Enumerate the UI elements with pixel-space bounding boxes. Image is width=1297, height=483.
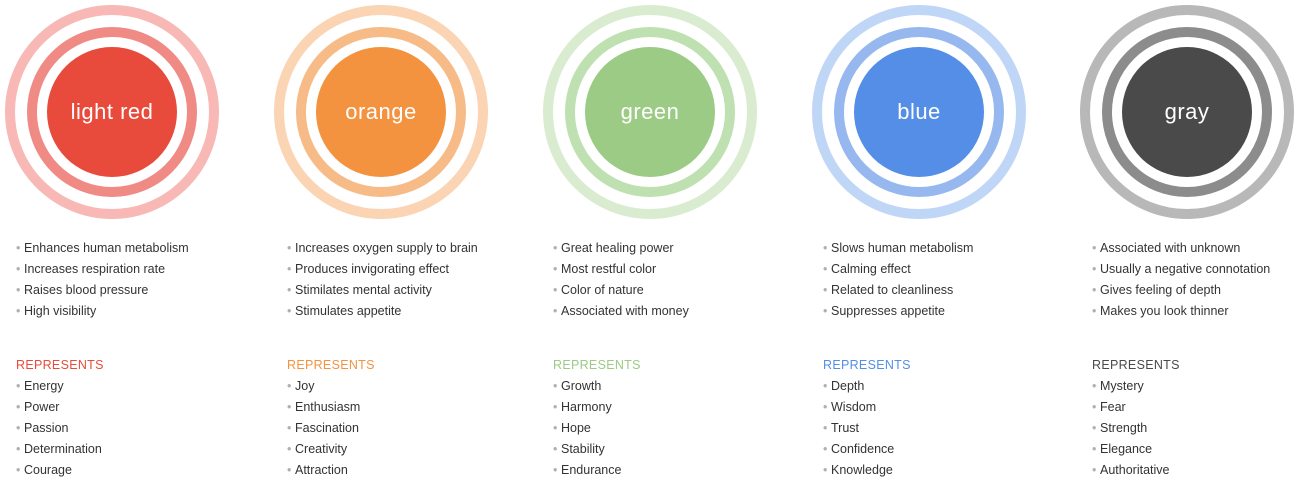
- represents-item: • Depth: [823, 379, 865, 393]
- represents-item: • Strength: [1092, 421, 1148, 435]
- color-badge: green: [543, 5, 757, 219]
- represents-heading: REPRESENTS: [16, 358, 104, 372]
- outer-ring: [274, 5, 488, 219]
- represents-item: • Passion: [16, 421, 69, 435]
- color-badge: blue: [812, 5, 1026, 219]
- fact-item: • Calming effect: [823, 262, 911, 276]
- fact-item: • Increases oxygen supply to brain: [287, 241, 478, 255]
- fact-item: • Makes you look thinner: [1092, 304, 1229, 318]
- fact-item: • Raises blood pressure: [16, 283, 149, 297]
- fact-item: • Suppresses appetite: [823, 304, 945, 318]
- color-name: light red: [70, 99, 154, 124]
- represents-heading: REPRESENTS: [553, 358, 641, 372]
- fact-item: • Produces invigorating effect: [287, 262, 450, 276]
- inner-ring: [296, 27, 466, 197]
- concentric-rings: [1080, 5, 1294, 219]
- outer-ring: [1080, 5, 1294, 219]
- represents-item: • Harmony: [553, 400, 612, 414]
- fact-item: • Gives feeling of depth: [1092, 283, 1221, 297]
- fact-item: • Increases respiration rate: [16, 262, 166, 276]
- outer-ring: [5, 5, 219, 219]
- fact-item: • Color of nature: [553, 283, 644, 297]
- represents-heading: REPRESENTS: [823, 358, 911, 372]
- represents-list: • Depth • Wisdom • Trust • Confidence • Knowl…: [823, 376, 894, 481]
- represents-item: • Energy: [16, 379, 64, 393]
- color-name: gray: [1164, 99, 1210, 124]
- inner-ring: [1102, 27, 1272, 197]
- represents-item: • Stability: [553, 442, 605, 456]
- facts-list: • Enhances human metabolism • Increases re…: [16, 238, 189, 322]
- core-circle: [585, 47, 715, 177]
- facts-list: • Great healing power • Most restful color…: [553, 238, 689, 322]
- represents-item: • Elegance: [1092, 442, 1153, 456]
- core-circle: [47, 47, 177, 177]
- represents-item: • Enthusiasm: [287, 400, 361, 414]
- represents-item: • Growth: [553, 379, 602, 393]
- represents-list: • Energy • Power • Passion • Determination •…: [16, 376, 102, 481]
- represents-item: • Joy: [287, 379, 315, 393]
- core-circle: [1122, 47, 1252, 177]
- fact-item: • Associated with money: [553, 304, 689, 318]
- fact-item: • Slows human metabolism: [823, 241, 974, 255]
- facts-list: • Increases oxygen supply to brain • Produ…: [287, 238, 478, 322]
- outer-ring: [812, 5, 1026, 219]
- represents-item: • Fascination: [287, 421, 359, 435]
- represents-item: • Trust: [823, 421, 860, 435]
- concentric-rings: [543, 5, 757, 219]
- facts-list: • Associated with unknown • Usually a nega…: [1092, 238, 1270, 322]
- represents-item: • Power: [16, 400, 60, 414]
- represents-item: • Hope: [553, 421, 591, 435]
- color-name: green: [620, 99, 680, 124]
- represents-item: • Confidence: [823, 442, 895, 456]
- core-circle: [854, 47, 984, 177]
- represents-heading: REPRESENTS: [287, 358, 375, 372]
- represents-item: • Determination: [16, 442, 102, 456]
- represents-list: • Joy • Enthusiasm • Fascination • Creativit…: [287, 376, 360, 481]
- facts-list: • Slows human metabolism • Calming effect …: [823, 238, 973, 322]
- concentric-rings: [274, 5, 488, 219]
- fact-item: • Stimulates appetite: [287, 304, 402, 318]
- represents-heading: REPRESENTS: [1092, 358, 1180, 372]
- represents-list: • Mystery • Fear • Strength • Elegance • Auth…: [1092, 376, 1169, 481]
- inner-ring: [565, 27, 735, 197]
- fact-item: • Stimilates mental activity: [287, 283, 432, 297]
- color-name: orange: [345, 99, 417, 124]
- fact-item: • Great healing power: [553, 241, 674, 255]
- color-column-blue: blue • Slows human metabolism • Calming ef…: [807, 0, 1075, 483]
- concentric-rings: [5, 5, 219, 219]
- color-column-gray: gray • Associated with unknown • Usually a…: [1076, 0, 1297, 483]
- represents-item: • Mystery: [1092, 379, 1144, 393]
- fact-item: • High visibility: [16, 304, 97, 318]
- fact-item: • Most restful color: [553, 262, 657, 276]
- core-circle: [316, 47, 446, 177]
- represents-item: • Authoritative: [1092, 463, 1170, 477]
- represents-item: • Fear: [1092, 400, 1126, 414]
- represents-item: • Courage: [16, 463, 72, 477]
- fact-item: • Associated with unknown: [1092, 241, 1241, 255]
- color-name: blue: [897, 99, 941, 124]
- fact-item: • Related to cleanliness: [823, 283, 954, 297]
- outer-ring: [543, 5, 757, 219]
- color-badge: orange: [274, 5, 488, 219]
- color-badge: gray: [1080, 5, 1294, 219]
- color-column-orange: orange • Increases oxygen supply to brain…: [271, 0, 539, 483]
- concentric-rings: [812, 5, 1026, 219]
- represents-item: • Attraction: [287, 463, 348, 477]
- inner-ring: [834, 27, 1004, 197]
- fact-item: • Usually a negative connotation: [1092, 262, 1271, 276]
- represents-list: • Growth • Harmony • Hope • Stability • Endur…: [553, 376, 621, 481]
- represents-item: • Creativity: [287, 442, 348, 456]
- color-column-light-red: light red • Enhances human metabolism • In…: [0, 0, 268, 483]
- color-badge: light red: [5, 5, 219, 219]
- fact-item: • Enhances human metabolism: [16, 241, 189, 255]
- inner-ring: [27, 27, 197, 197]
- color-column-green: green • Great healing power • Most restful…: [537, 0, 805, 483]
- represents-item: • Knowledge: [823, 463, 893, 477]
- represents-item: • Wisdom: [823, 400, 877, 414]
- represents-item: • Endurance: [553, 463, 622, 477]
